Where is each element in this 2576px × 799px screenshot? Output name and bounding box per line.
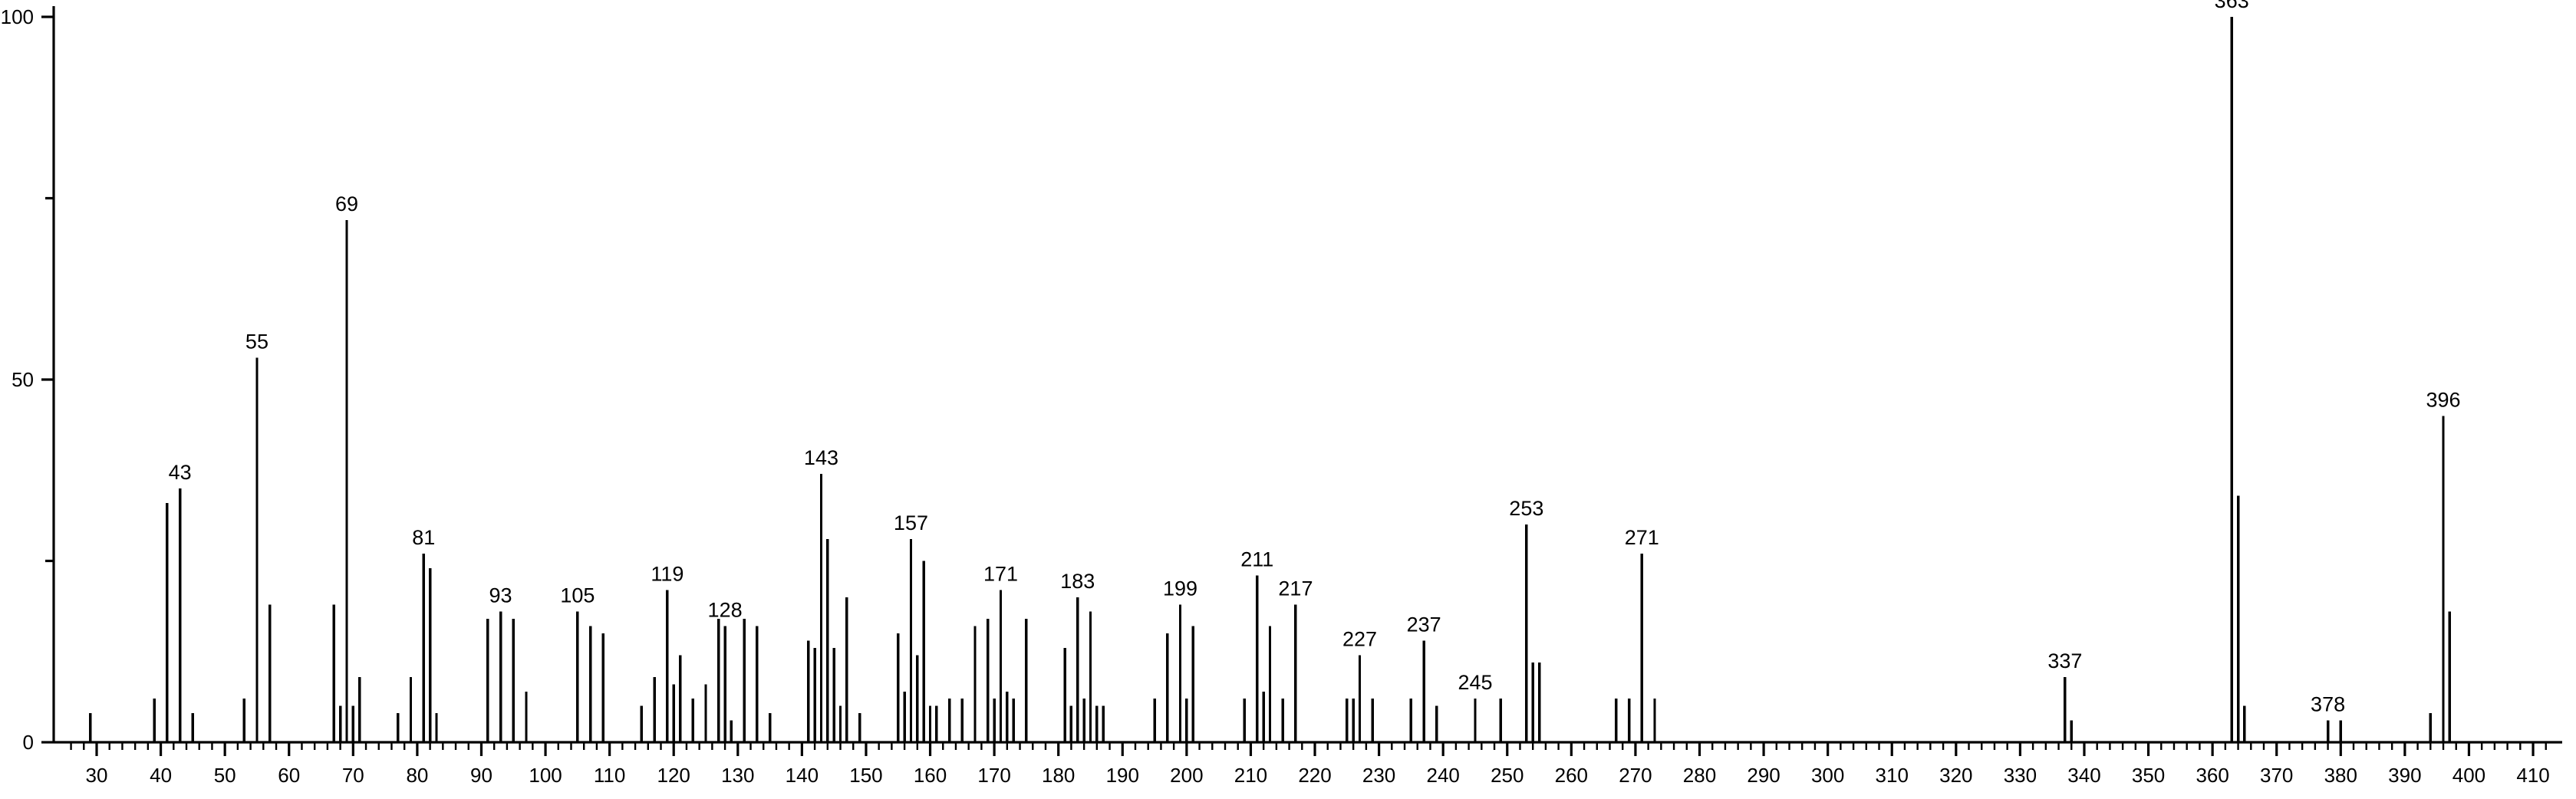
x-tick-label: 220 [1298, 764, 1331, 787]
peak-label-81: 81 [412, 526, 435, 549]
peak-label-157: 157 [894, 511, 928, 534]
x-tick-label: 280 [1683, 764, 1716, 787]
peak-label-237: 237 [1407, 613, 1441, 636]
axes: 0 50 100 30 40 50 60 70 80 90 100 110 120 130 140 150 16… [1, 5, 2562, 787]
peak-label-183: 183 [1060, 570, 1095, 593]
x-tick-label: 400 [2452, 764, 2485, 787]
peak-label-128: 128 [708, 599, 743, 622]
x-tick-label: 260 [1555, 764, 1588, 787]
x-tick-label: 190 [1106, 764, 1139, 787]
x-tick-label: 370 [2260, 764, 2293, 787]
peak-label-378: 378 [2311, 693, 2345, 716]
peak-annotations: 43 55 69 81 93 105 119 128 143 157 171 183 199 211217… [169, 0, 2461, 716]
x-tick-label: 380 [2324, 764, 2357, 787]
x-tick-label: 170 [977, 764, 1010, 787]
x-tick-label: 120 [657, 764, 690, 787]
x-tick-label: 200 [1170, 764, 1203, 787]
x-tick-label: 320 [1939, 764, 1972, 787]
peak-label-227: 227 [1342, 627, 1377, 650]
x-tick-label: 350 [2132, 764, 2165, 787]
peak-label-199: 199 [1163, 577, 1197, 600]
x-tick-label: 340 [2067, 764, 2100, 787]
peak-label-253: 253 [1509, 497, 1543, 520]
y-tick-label: 0 [23, 731, 34, 754]
x-tick-label: 130 [721, 764, 754, 787]
x-tick-label: 210 [1234, 764, 1267, 787]
x-tick-label: 110 [594, 764, 625, 787]
peak-label-119: 119 [651, 562, 684, 585]
x-tick-label: 290 [1747, 764, 1780, 787]
peak-label-337: 337 [2047, 649, 2082, 672]
x-tick-label: 330 [2004, 764, 2037, 787]
x-tick-label: 140 [786, 764, 819, 787]
x-tick-label: 160 [914, 764, 947, 787]
peak-label-69: 69 [335, 192, 358, 215]
x-tick-label: 390 [2388, 764, 2421, 787]
peak-label-171: 171 [983, 562, 1018, 585]
x-tick-label: 250 [1491, 764, 1524, 787]
x-tick-label: 150 [849, 764, 882, 787]
peak-label-43: 43 [169, 461, 192, 484]
peak-label-211: 211 [1240, 547, 1273, 570]
x-tick-label: 50 [214, 764, 236, 787]
x-tick-label: 30 [86, 764, 108, 787]
x-tick-label: 100 [529, 764, 562, 787]
peak-label-105: 105 [560, 584, 595, 607]
x-tick-label: 230 [1362, 764, 1395, 787]
peak-label-271: 271 [1625, 526, 1659, 549]
x-tick-label: 270 [1619, 764, 1652, 787]
peak-label-217: 217 [1278, 577, 1313, 600]
peak-label-363: 363 [2215, 0, 2249, 12]
x-tick-label: 60 [278, 764, 300, 787]
x-tick-label: 300 [1811, 764, 1844, 787]
peak-series [88, 17, 2452, 742]
x-tick-label: 360 [2196, 764, 2228, 787]
x-tick-label: 240 [1426, 764, 1459, 787]
x-tick-label: 90 [470, 764, 492, 787]
peak-label-93: 93 [489, 584, 512, 607]
x-tick-label: 410 [2516, 764, 2549, 787]
peak-label-55: 55 [245, 330, 268, 353]
x-tick-label: 40 [150, 764, 172, 787]
x-tick-label: 80 [406, 764, 428, 787]
peak-label-245: 245 [1458, 671, 1492, 694]
peak-label-143: 143 [804, 446, 838, 469]
x-tick-label: 310 [1876, 764, 1909, 787]
y-tick-label: 50 [12, 368, 34, 391]
x-tick-label: 180 [1042, 764, 1075, 787]
y-tick-label: 100 [1, 5, 34, 28]
x-tick-label: 70 [342, 764, 364, 787]
peak-label-396: 396 [2426, 388, 2460, 411]
